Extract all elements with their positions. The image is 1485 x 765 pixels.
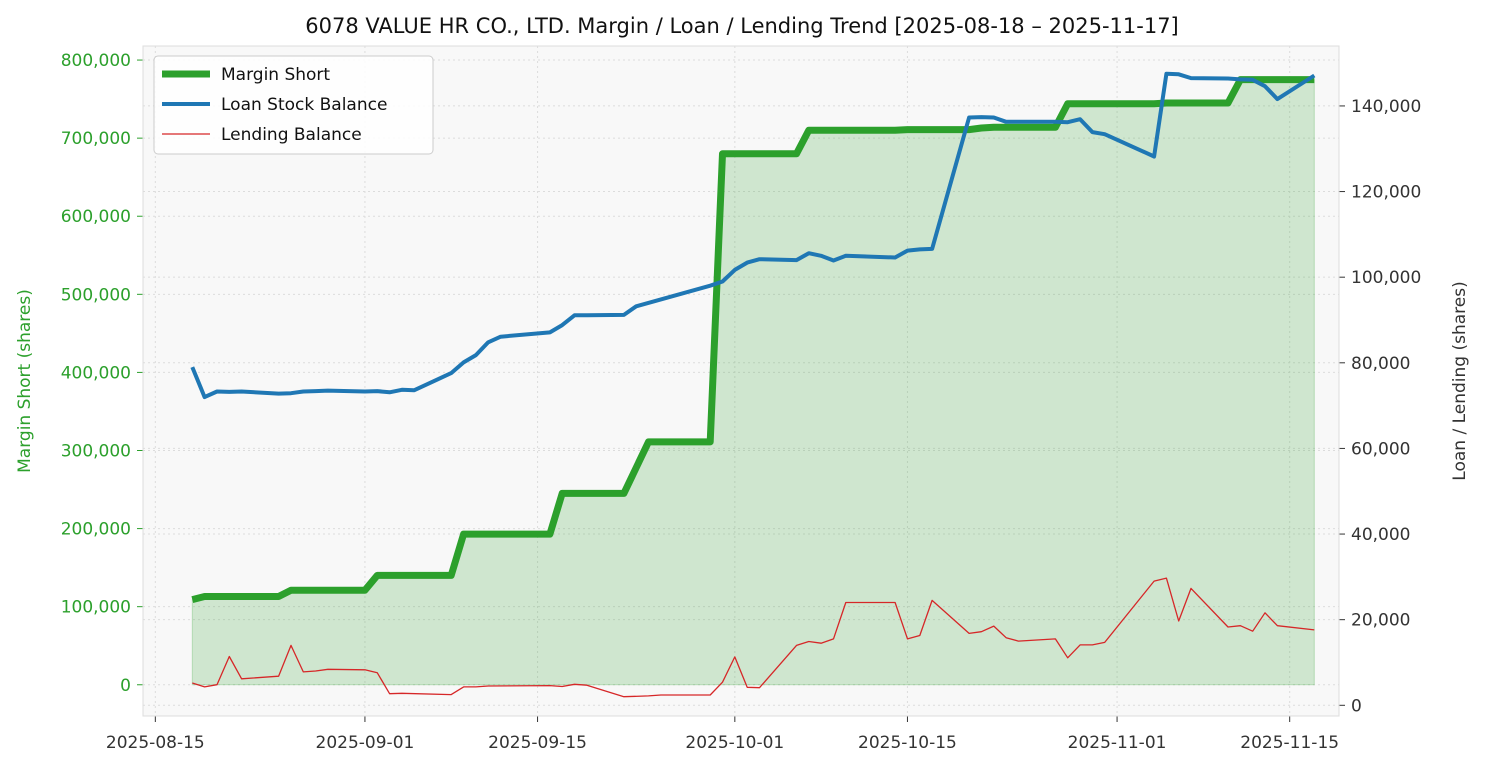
y-left-tick-label: 200,000 (61, 520, 131, 540)
y-axis-right-title: Loan / Lending (shares) (1450, 281, 1470, 480)
y-axis-left-title: Margin Short (shares) (15, 289, 35, 473)
legend-label-loan-stock-balance: Loan Stock Balance (221, 95, 387, 115)
y-left-tick-label: 300,000 (61, 441, 131, 461)
series-lines (190, 71, 1316, 698)
plot-frame (142, 45, 1340, 717)
chart-title: 6078 VALUE HR CO., LTD. Margin / Loan / … (305, 14, 1179, 38)
y-axis-left: 0 100,000 200,000 300,000 400,000 500,000 600,… (61, 51, 143, 696)
y-left-tick-label: 0 (120, 676, 131, 696)
y-right-tick-label: 40,000 (1351, 525, 1410, 545)
y-right-tick-label: 60,000 (1351, 439, 1410, 459)
x-tick-label: 2025-10-01 (685, 733, 784, 753)
y-right-tick-label: 140,000 (1351, 97, 1421, 117)
legend: Margin Short Loan Stock Balance Lending … (153, 55, 434, 155)
x-tick-label: 2025-09-15 (488, 733, 587, 753)
y-right-tick-label: 0 (1351, 696, 1362, 716)
y-left-tick-label: 100,000 (61, 598, 131, 618)
y-right-tick-label: 20,000 (1351, 611, 1410, 631)
x-tick-label: 2025-10-15 (858, 733, 957, 753)
y-left-tick-label: 500,000 (61, 285, 131, 305)
legend-label-margin-short: Margin Short (221, 65, 330, 85)
y-right-tick-label: 80,000 (1351, 354, 1410, 374)
x-tick-label: 2025-11-15 (1240, 733, 1339, 753)
x-tick-label: 2025-11-01 (1068, 733, 1167, 753)
y-axis-right: 0 20,000 40,000 60,000 80,000 100,000 120,000 1… (1339, 97, 1421, 716)
y-right-tick-label: 120,000 (1351, 183, 1421, 203)
x-axis: 2025-08-15 2025-09-01 2025-09-15 2025-10-01… (106, 716, 1339, 753)
series-line-margin-short (191, 76, 1315, 603)
y-left-tick-label: 800,000 (61, 51, 131, 71)
legend-label-lending-balance: Lending Balance (221, 125, 362, 145)
plot-background (143, 46, 1339, 716)
x-tick-label: 2025-08-15 (106, 733, 205, 753)
legend-box (153, 55, 434, 155)
y-left-tick-label: 600,000 (61, 207, 131, 227)
y-left-tick-label: 400,000 (61, 363, 131, 383)
y-right-tick-label: 100,000 (1351, 268, 1421, 288)
series-line-lending-balance (192, 577, 1315, 698)
series-line-loan-stock-balance (190, 71, 1316, 400)
y-left-tick-label: 700,000 (61, 129, 131, 149)
x-tick-label: 2025-09-01 (316, 733, 415, 753)
